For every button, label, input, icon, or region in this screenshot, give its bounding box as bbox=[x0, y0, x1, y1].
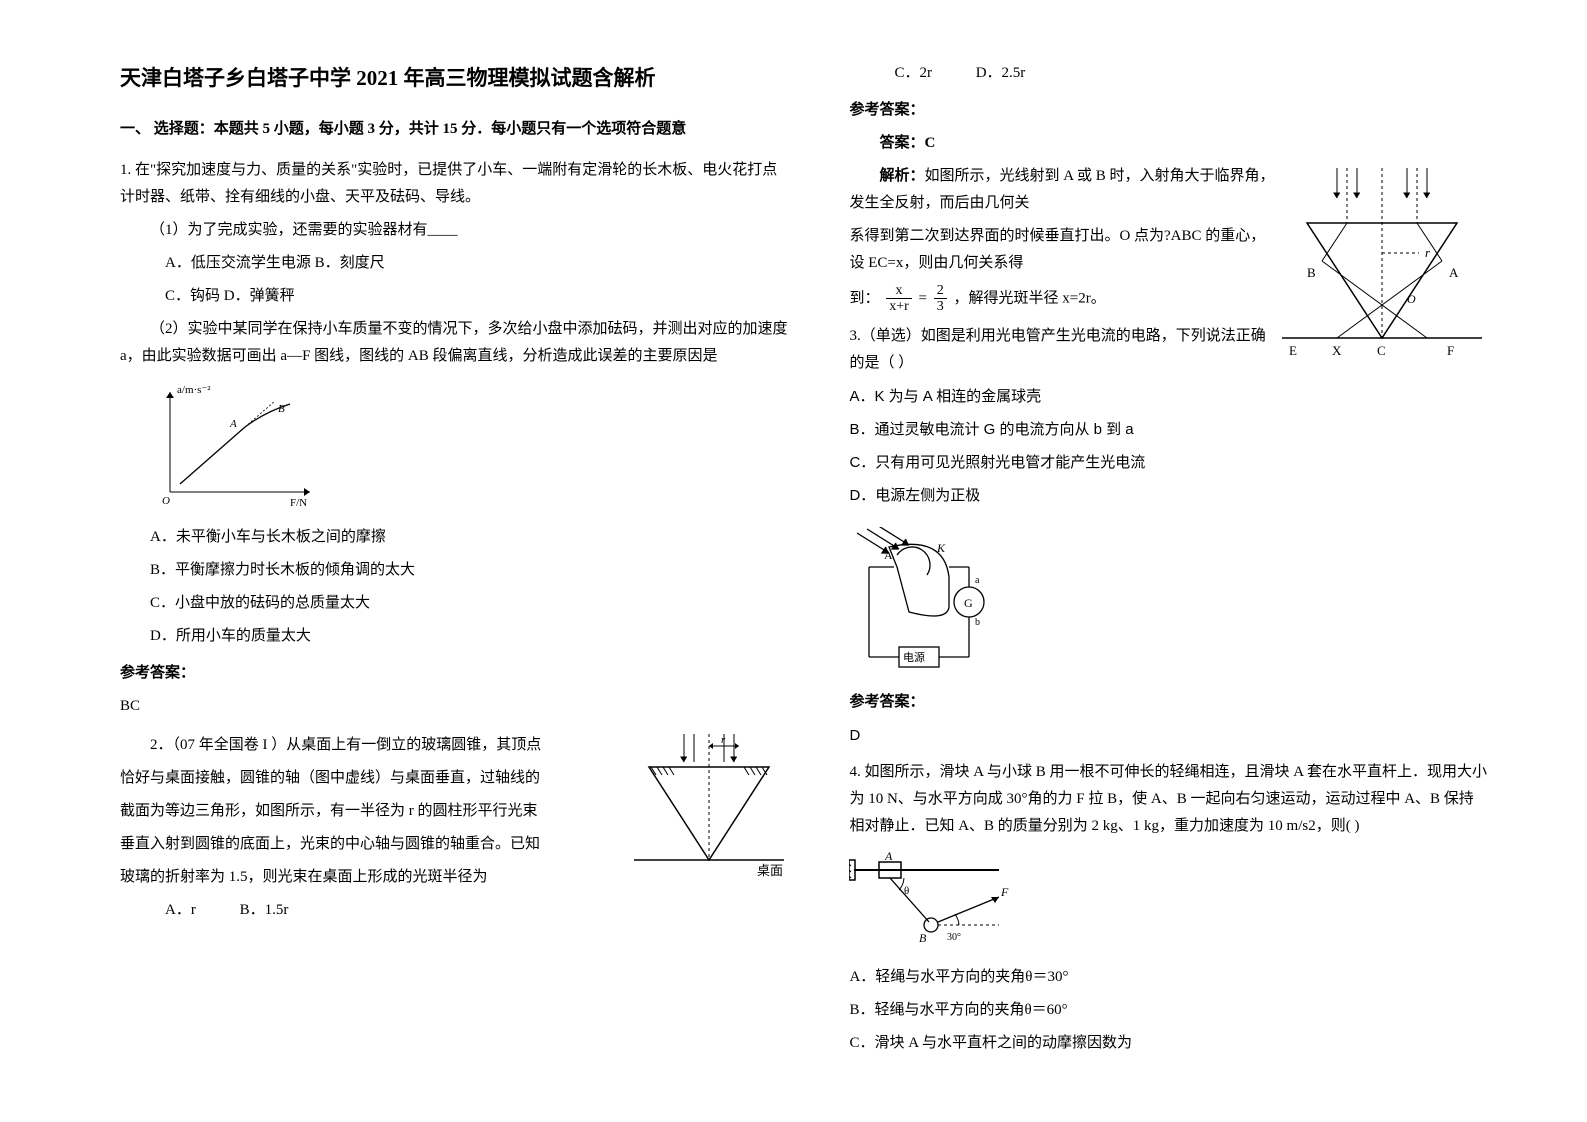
q1-optA: A．未平衡小车与长木板之间的摩擦 bbox=[150, 524, 789, 551]
graph-xlabel: F/N bbox=[290, 497, 307, 509]
svg-text:电源: 电源 bbox=[903, 650, 925, 664]
svg-text:r: r bbox=[1425, 245, 1431, 260]
q4-optB: B．轻绳与水平方向的夹角θ＝60° bbox=[849, 997, 1487, 1024]
q1-optB: B．平衡摩擦力时长木板的倾角调的太大 bbox=[150, 557, 789, 584]
q2-optsAB: A．r B．1.5r bbox=[165, 897, 789, 924]
q2-optA: A．r bbox=[165, 902, 196, 918]
svg-text:O: O bbox=[1407, 292, 1416, 306]
svg-text:F: F bbox=[1447, 343, 1454, 358]
svg-text:B: B bbox=[1307, 265, 1316, 280]
q1-answer-label: 参考答案： bbox=[120, 660, 789, 687]
graph-O: O bbox=[162, 495, 170, 507]
svg-text:B: B bbox=[919, 931, 927, 945]
q2-answer-label: 参考答案： bbox=[849, 97, 1487, 124]
q4-optC: C．滑块 A 与水平直杆之间的动摩擦因数为 bbox=[849, 1030, 1487, 1057]
q2-figure: r bbox=[629, 732, 789, 882]
q2-explain-2: 系得到第二次到达界面的时候垂直打出。O 点为?ABC 的重心，设 EC=x，则由… bbox=[849, 223, 1277, 277]
q2-optD: D．2.5r bbox=[976, 65, 1026, 81]
q1-p1-optC: C．钩码 D．弹簧秤 bbox=[120, 283, 789, 310]
svg-text:G: G bbox=[964, 596, 973, 610]
q2-stem-4: 垂直入射到圆锥的底面上，光束的中心轴与圆锥的轴重合。已知 bbox=[120, 831, 619, 858]
svg-text:30°: 30° bbox=[947, 932, 961, 943]
q1-optC: C．小盘中放的砝码的总质量太大 bbox=[150, 590, 789, 617]
q3-optC: C．只有用可见光照射光电管才能产生光电流 bbox=[849, 449, 1277, 476]
q3-optD: D．电源左侧为正极 bbox=[849, 482, 1277, 509]
q4-optA: A．轻绳与水平方向的夹角θ＝30° bbox=[849, 964, 1487, 991]
q3-optB: B．通过灵敏电流计 G 的电流方向从 b 到 a bbox=[849, 416, 1277, 443]
q1-part1: （1）为了完成实验，还需要的实验器材有____ bbox=[120, 217, 789, 244]
q2-answer: 答案：C bbox=[849, 130, 1487, 157]
q3-answer-label: 参考答案： bbox=[849, 689, 1487, 716]
graph-ylabel: a/m·s⁻² bbox=[177, 384, 211, 396]
q3-stem: 3.（单选）如图是利用光电管产生光电流的电路，下列说法正确的是（ ） bbox=[849, 323, 1277, 377]
svg-text:E: E bbox=[1289, 343, 1297, 358]
section-heading: 一、 选择题：本题共 5 小题，每小题 3 分，共计 15 分．每小题只有一个选… bbox=[120, 116, 789, 143]
q1-answer: BC bbox=[120, 693, 789, 720]
q4-stem: 4. 如图所示，滑块 A 与小球 B 用一根不可伸长的轻绳相连，且滑块 A 套在… bbox=[849, 759, 1487, 840]
q3-optA: A．K 为与 A 相连的金属球壳 bbox=[849, 383, 1277, 410]
q1-part2: （2）实验中某同学在保持小车质量不变的情况下，多次给小盘中添加砝码，并测出对应的… bbox=[120, 316, 789, 370]
q2-optsCD: C．2r D．2.5r bbox=[894, 60, 1487, 87]
svg-text:C: C bbox=[1377, 343, 1386, 358]
svg-text:b: b bbox=[975, 617, 980, 628]
q3-answer: D bbox=[849, 722, 1487, 749]
q2-optC: C．2r bbox=[894, 65, 932, 81]
svg-text:a: a bbox=[975, 575, 980, 586]
desk-label: 桌面 bbox=[757, 863, 783, 878]
q2-stem-3: 截面为等边三角形，如图所示，有一半径为 r 的圆柱形平行光束 bbox=[120, 798, 619, 825]
svg-text:X: X bbox=[1332, 343, 1342, 358]
page-title: 天津白塔子乡白塔子中学 2021 年高三物理模拟试题含解析 bbox=[120, 60, 789, 98]
q1-optD: D．所用小车的质量太大 bbox=[150, 623, 789, 650]
svg-text:A: A bbox=[1449, 265, 1459, 280]
q2-stem-1: 2．（07 年全国卷 I ）从桌面上有一倒立的玻璃圆锥，其顶点 bbox=[120, 732, 619, 759]
q2-optB: B．1.5r bbox=[240, 902, 289, 918]
svg-text:K: K bbox=[936, 541, 946, 555]
q2-stem-5: 玻璃的折射率为 1.5，则光束在桌面上形成的光斑半径为 bbox=[120, 864, 619, 891]
graph-B: B bbox=[278, 403, 285, 415]
q4-figure: A θ B F 30° bbox=[849, 852, 1487, 952]
svg-text:θ: θ bbox=[904, 885, 909, 897]
q3-figure: K A 电源 G a b bbox=[849, 527, 1487, 677]
q1-graph: a/m·s⁻² F/N O A B bbox=[150, 382, 789, 512]
svg-text:A: A bbox=[884, 852, 893, 863]
q2-explain-1: 解析：如图所示，光线射到 A 或 B 时，入射角大于临界角，发生全反射，而后由几… bbox=[849, 163, 1277, 217]
graph-A: A bbox=[229, 418, 237, 430]
q2-stem-2: 恰好与桌面接触，圆锥的轴（图中虚线）与桌面垂直，过轴线的 bbox=[120, 765, 619, 792]
q1-stem: 1. 在"探究加速度与力、质量的关系"实验时，已提供了小车、一端附有定滑轮的长木… bbox=[120, 157, 789, 211]
q2-explain-figure: r O B A E X C F bbox=[1277, 163, 1487, 515]
q1-p1-optA: A．低压交流学生电源 B．刻度尺 bbox=[120, 250, 789, 277]
svg-text:A: A bbox=[884, 548, 893, 562]
svg-text:F: F bbox=[1000, 885, 1009, 899]
q2-explain-3: 到： xx+r = 23 ，解得光斑半径 x=2r。 bbox=[849, 283, 1277, 315]
